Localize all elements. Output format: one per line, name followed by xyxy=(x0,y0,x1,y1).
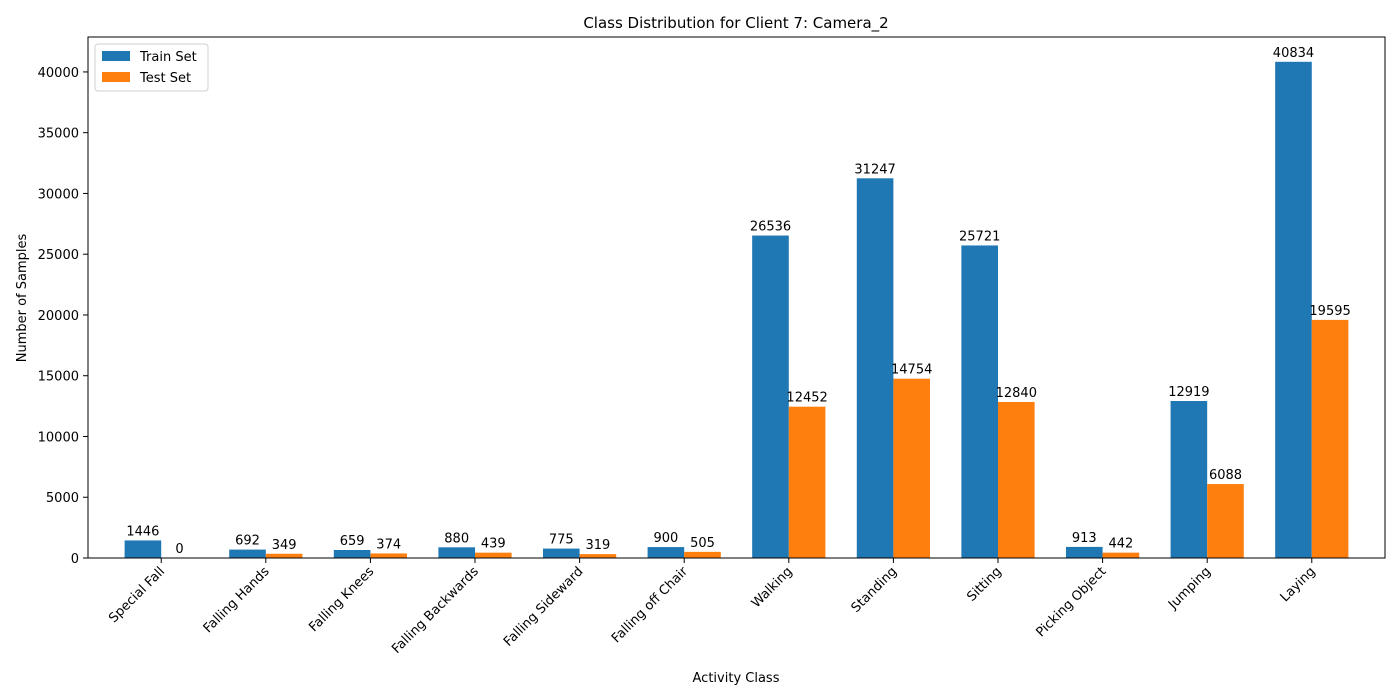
bar-value-label: 0 xyxy=(175,542,183,557)
bar-test-3 xyxy=(475,552,512,558)
bar-test-11 xyxy=(1311,319,1349,558)
bar-test-8 xyxy=(997,401,1035,558)
x-tick-label: Special Fall xyxy=(106,564,168,626)
bar-train-9 xyxy=(1065,546,1103,558)
bar-test-10 xyxy=(1207,484,1244,558)
x-axis-label: Activity Class xyxy=(693,671,780,686)
y-axis-label: Number of Samples xyxy=(15,234,30,363)
bar-test-5 xyxy=(684,551,721,558)
bar-value-label: 26536 xyxy=(750,220,791,235)
bar-value-label: 349 xyxy=(272,538,297,553)
bar-value-label: 374 xyxy=(376,537,401,552)
bar-train-11 xyxy=(1275,61,1312,558)
bar-train-0 xyxy=(124,540,162,558)
y-tick-label: 15000 xyxy=(38,370,79,385)
bar-value-label: 12452 xyxy=(786,391,827,406)
y-tick-label: 0 xyxy=(71,552,79,567)
x-tick-label: Falling Backwards xyxy=(389,564,482,657)
bar-value-label: 6088 xyxy=(1209,468,1242,483)
bar-test-7 xyxy=(893,378,931,558)
x-tick-label: Walking xyxy=(749,564,796,611)
bar-train-8 xyxy=(961,245,998,558)
bar-train-5 xyxy=(647,547,685,558)
bar-value-label: 14754 xyxy=(891,363,932,378)
bar-value-label: 442 xyxy=(1108,537,1133,552)
bar-value-label: 319 xyxy=(585,538,610,553)
x-tick-label: Picking Object xyxy=(1033,564,1109,640)
x-tick-label: Jumping xyxy=(1165,564,1214,613)
x-tick-label: Laying xyxy=(1278,564,1319,605)
bar-test-1 xyxy=(265,553,303,558)
legend: Train Set Test Set xyxy=(94,43,209,92)
bar-value-label: 40834 xyxy=(1273,46,1314,61)
y-tick-label: 40000 xyxy=(38,66,79,81)
bar-test-9 xyxy=(1102,552,1140,558)
bar-value-label: 439 xyxy=(481,537,506,552)
bar-value-label: 880 xyxy=(444,531,469,546)
bar-value-label: 25721 xyxy=(959,229,1000,244)
y-tick-label: 20000 xyxy=(38,309,79,324)
bar-value-label: 692 xyxy=(235,534,260,549)
bar-value-label: 12840 xyxy=(996,386,1037,401)
legend-label-train: Train Set xyxy=(139,50,197,65)
legend-swatch-test xyxy=(102,72,130,82)
legend-label-test: Test Set xyxy=(139,71,191,86)
bar-value-label: 19595 xyxy=(1309,304,1350,319)
bar-test-2 xyxy=(370,553,408,558)
bar-value-label: 913 xyxy=(1072,531,1097,546)
legend-swatch-train xyxy=(102,51,130,61)
bar-test-6 xyxy=(788,406,826,558)
plot-area: 1446 692 659 880 775 900 26536 31247 25721 913 129… xyxy=(38,36,1386,657)
bar-train-6 xyxy=(752,235,789,558)
bar-value-label: 900 xyxy=(653,531,678,546)
chart-title: Class Distribution for Client 7: Camera_… xyxy=(583,14,888,33)
bar-value-label: 505 xyxy=(690,536,715,551)
x-tick-label: Falling Hands xyxy=(201,564,273,636)
y-tick-label: 30000 xyxy=(38,187,79,202)
bar-train-4 xyxy=(542,548,580,558)
bar-value-label: 12919 xyxy=(1168,385,1209,400)
y-tick-label: 10000 xyxy=(38,430,79,445)
y-tick-label: 35000 xyxy=(38,127,79,142)
bar-train-10 xyxy=(1170,401,1208,558)
bar-test-4 xyxy=(579,554,617,558)
bar-train-2 xyxy=(333,549,371,558)
x-tick-label: Falling Sideward xyxy=(501,564,586,649)
x-tick-label: Sitting xyxy=(964,564,1004,604)
bar-value-label: 659 xyxy=(340,534,365,549)
bar-train-7 xyxy=(856,178,894,559)
y-tick-label: 25000 xyxy=(38,248,79,263)
axes-frame xyxy=(87,36,1386,559)
x-tick-label: Falling Knees xyxy=(306,564,377,635)
bar-value-label: 1446 xyxy=(126,524,159,539)
x-tick-label: Falling off Chair xyxy=(609,564,691,646)
bar-value-label: 775 xyxy=(549,533,574,548)
x-tick-label: Standing xyxy=(849,564,901,616)
bar-train-3 xyxy=(438,547,476,558)
y-tick-label: 5000 xyxy=(46,491,79,506)
bar-value-label: 31247 xyxy=(854,162,895,177)
bar-train-1 xyxy=(229,549,266,558)
